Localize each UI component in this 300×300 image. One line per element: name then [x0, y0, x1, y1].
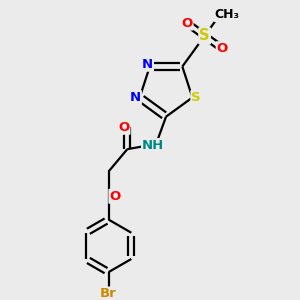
Text: N: N — [142, 58, 153, 71]
Text: Br: Br — [100, 287, 117, 300]
Text: O: O — [118, 121, 130, 134]
Text: N: N — [130, 91, 141, 104]
Text: NH: NH — [142, 139, 164, 152]
Text: O: O — [110, 190, 121, 203]
Text: O: O — [181, 16, 193, 29]
Text: S: S — [200, 28, 210, 44]
Text: CH₃: CH₃ — [215, 8, 240, 21]
Text: S: S — [191, 91, 201, 104]
Text: O: O — [217, 42, 228, 55]
